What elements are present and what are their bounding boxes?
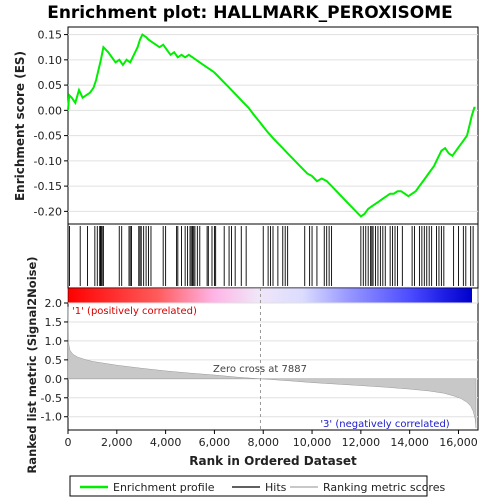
metric-x-ticks: 0 2,000 4,000 6,000 8,000 10,000 12,000 14,000 1… bbox=[65, 430, 478, 449]
metric-y-axis-title: Ranked list metric (Signal2Noise) bbox=[25, 256, 39, 473]
metric-tick-label: 0.5 bbox=[45, 354, 63, 367]
metric-tick-label: -1.0 bbox=[41, 411, 62, 424]
es-tick-label: 0.05 bbox=[38, 79, 63, 92]
metric-y-ticks: 2.0 1.5 1.0 0.5 0.0 -0.5 -1.0 bbox=[41, 297, 68, 424]
es-grid bbox=[68, 34, 478, 212]
x-tick-label: 6,000 bbox=[199, 436, 231, 449]
legend-metric-label: Ranking metric scores bbox=[323, 481, 445, 494]
legend-profile-label: Enrichment profile bbox=[113, 481, 215, 494]
ranking-metric-area bbox=[67, 306, 477, 429]
legend-hits-label: Hits bbox=[265, 481, 287, 494]
chart-title: Enrichment plot: HALLMARK_PEROXISOME bbox=[47, 3, 453, 23]
es-y-axis-title: Enrichment score (ES) bbox=[13, 51, 27, 201]
x-axis-title: Rank in Ordered Dataset bbox=[189, 454, 357, 468]
metric-tick-label: -0.5 bbox=[41, 392, 62, 405]
x-tick-label: 16,000 bbox=[439, 436, 478, 449]
x-tick-label: 10,000 bbox=[293, 436, 332, 449]
x-tick-label: 2,000 bbox=[101, 436, 133, 449]
positive-correlation-label: '1' (positively correlated) bbox=[72, 306, 197, 317]
es-tick-label: 0.00 bbox=[38, 104, 63, 117]
x-tick-label: 14,000 bbox=[390, 436, 429, 449]
metric-tick-label: 2.0 bbox=[45, 297, 63, 310]
es-tick-label: -0.15 bbox=[34, 180, 62, 193]
es-tick-label: 0.10 bbox=[38, 54, 63, 67]
hits-group bbox=[69, 226, 474, 286]
metric-panel bbox=[67, 302, 479, 431]
enrichment-profile-line bbox=[67, 33, 476, 218]
rank-color-bar bbox=[68, 288, 472, 303]
negative-correlation-label: '3' (negatively correlated) bbox=[320, 419, 449, 430]
x-tick-label: 4,000 bbox=[150, 436, 182, 449]
es-tick-label: -0.20 bbox=[34, 205, 62, 218]
zero-cross-label: Zero cross at 7887 bbox=[213, 364, 307, 375]
legend-box bbox=[69, 475, 428, 497]
es-panel bbox=[67, 26, 479, 225]
metric-tick-label: 1.0 bbox=[45, 335, 63, 348]
es-tick-label: 0.15 bbox=[38, 29, 63, 42]
x-tick-label: 8,000 bbox=[247, 436, 279, 449]
es-tick-label: -0.10 bbox=[34, 155, 62, 168]
metric-tick-label: 0.0 bbox=[45, 373, 63, 386]
metric-tick-label: 1.5 bbox=[45, 316, 63, 329]
x-tick-label: 0 bbox=[65, 436, 72, 449]
es-y-ticks: 0.15 0.10 0.05 0.00 -0.05 -0.10 -0.15 -0.20 bbox=[34, 29, 68, 218]
es-tick-label: -0.05 bbox=[34, 130, 62, 143]
x-tick-label: 12,000 bbox=[342, 436, 381, 449]
